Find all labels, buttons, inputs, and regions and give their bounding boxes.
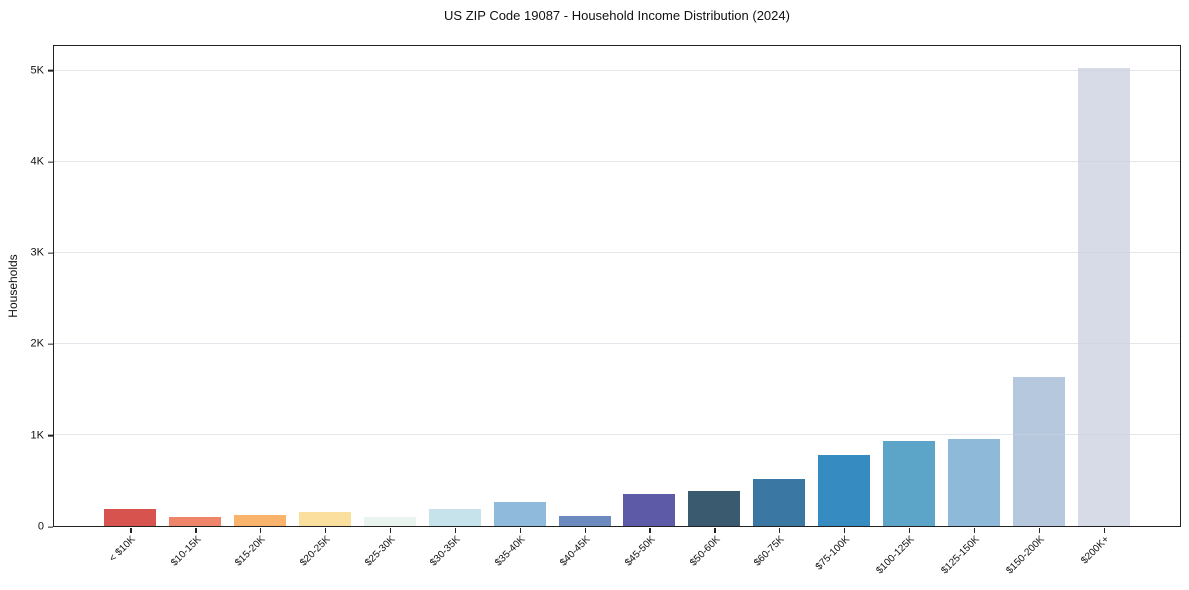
x-tick-mark	[1038, 527, 1040, 533]
bar	[818, 455, 870, 526]
bar-slot: $200K+	[1071, 46, 1136, 566]
x-tick-label: $50-60K	[687, 534, 723, 569]
x-tick-label: $35-40K	[492, 534, 528, 569]
bar-slot: $25-30K	[358, 46, 423, 569]
y-tick-label: 4K	[30, 155, 44, 168]
x-tick-label: $20-25K	[298, 534, 333, 569]
bar-slot: $150-200K	[1004, 46, 1071, 576]
bar	[753, 479, 806, 526]
y-tick-mark	[48, 69, 53, 72]
chart-title: US ZIP Code 19087 - Household Income Dis…	[444, 8, 790, 23]
bar	[104, 509, 157, 526]
x-tick-mark	[389, 527, 392, 533]
plot-area: < $10K $10-15K $15-20K $20-25K $25-30K $30-35…	[53, 45, 1181, 576]
bar-slot: $50-60K	[682, 46, 747, 569]
y-tick-mark	[48, 252, 53, 254]
x-tick-mark	[714, 527, 716, 533]
x-tick-mark	[1103, 527, 1105, 533]
x-tick-mark	[325, 527, 327, 533]
y-tick-label: 2K	[30, 337, 44, 350]
bar-slot: $20-25K	[293, 46, 358, 569]
x-tick-label: < $10K	[107, 534, 139, 565]
bars-layer: < $10K $10-15K $15-20K $20-25K $25-30K $30-35…	[54, 46, 1180, 576]
bar	[1012, 376, 1065, 526]
bar	[623, 494, 676, 526]
y-tick-mark	[48, 526, 53, 528]
y-tick-label: 1K	[30, 429, 44, 442]
bar-slot: $45-50K	[617, 46, 682, 569]
bar	[428, 508, 481, 526]
x-tick-label: $200K+	[1078, 534, 1112, 567]
bar-slot: $40-45K	[552, 46, 617, 569]
x-tick-mark	[779, 527, 781, 533]
x-tick-label: $30-35K	[428, 534, 463, 569]
bar-slot: $10-15K	[163, 46, 228, 569]
x-tick-mark	[260, 527, 262, 533]
bar	[363, 517, 416, 526]
bar-slot: $100-125K	[874, 46, 942, 576]
y-tick-label: 0	[37, 520, 44, 533]
bar	[1077, 67, 1130, 526]
x-tick-mark	[908, 527, 911, 533]
y-tick-mark	[48, 343, 53, 346]
bar	[947, 439, 1000, 526]
x-tick-label: $150-200K	[1004, 534, 1047, 577]
bar	[558, 516, 611, 526]
y-tick-label: 3K	[30, 246, 44, 259]
bar-slot: $60-75K	[747, 46, 812, 569]
bar-slot: $30-35K	[422, 46, 487, 569]
bar	[299, 512, 351, 526]
x-tick-label: $40-45K	[557, 534, 593, 569]
x-tick-mark	[130, 527, 132, 533]
bar	[882, 440, 935, 526]
x-tick-mark	[519, 527, 521, 533]
x-tick-mark	[844, 527, 846, 533]
x-tick-label: $15-20K	[233, 534, 268, 569]
x-tick-mark	[195, 527, 197, 533]
bar	[234, 515, 287, 526]
x-tick-mark	[584, 527, 586, 533]
y-axis: 0 1K 2K 3K 4K 5K	[0, 45, 53, 532]
x-tick-label: $125-150K	[939, 534, 982, 577]
bar	[169, 516, 222, 526]
bar-slot: < $10K	[98, 46, 163, 564]
x-tick-label: $45-50K	[622, 534, 658, 569]
y-tick-mark	[48, 161, 53, 163]
bar-slot: $125-150K	[939, 46, 1006, 576]
y-tick-label: 5K	[30, 64, 44, 77]
x-tick-label: $60-75K	[752, 534, 787, 569]
x-tick-label: $25-30K	[363, 534, 398, 569]
x-tick-mark	[973, 527, 976, 533]
x-tick-mark	[649, 527, 651, 533]
bar	[688, 490, 741, 526]
y-tick-mark	[48, 435, 53, 437]
bar-slot: $15-20K	[228, 46, 293, 569]
bar-slot: $35-40K	[487, 46, 552, 569]
x-tick-mark	[454, 527, 457, 533]
x-tick-label: $75-100K	[813, 534, 852, 573]
bar	[493, 502, 546, 526]
x-tick-label: $100-125K	[874, 534, 917, 577]
x-tick-label: $10-15K	[168, 534, 204, 569]
bar-slot: $75-100K	[812, 46, 877, 572]
